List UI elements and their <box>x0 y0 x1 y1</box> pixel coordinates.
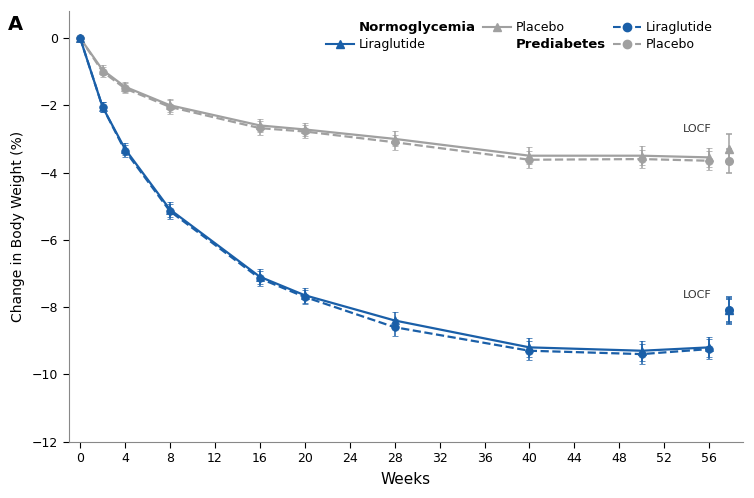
Text: LOCF: LOCF <box>682 290 712 300</box>
Text: LOCF: LOCF <box>682 124 712 134</box>
Legend: Normoglycemia, Liraglutide, Placebo, Prediabetes, Liraglutide, Placebo: Normoglycemia, Liraglutide, Placebo, Pre… <box>323 17 716 55</box>
Text: A: A <box>8 15 23 34</box>
X-axis label: Weeks: Weeks <box>381 472 431 487</box>
Y-axis label: Change in Body Weight (%): Change in Body Weight (%) <box>11 131 25 322</box>
